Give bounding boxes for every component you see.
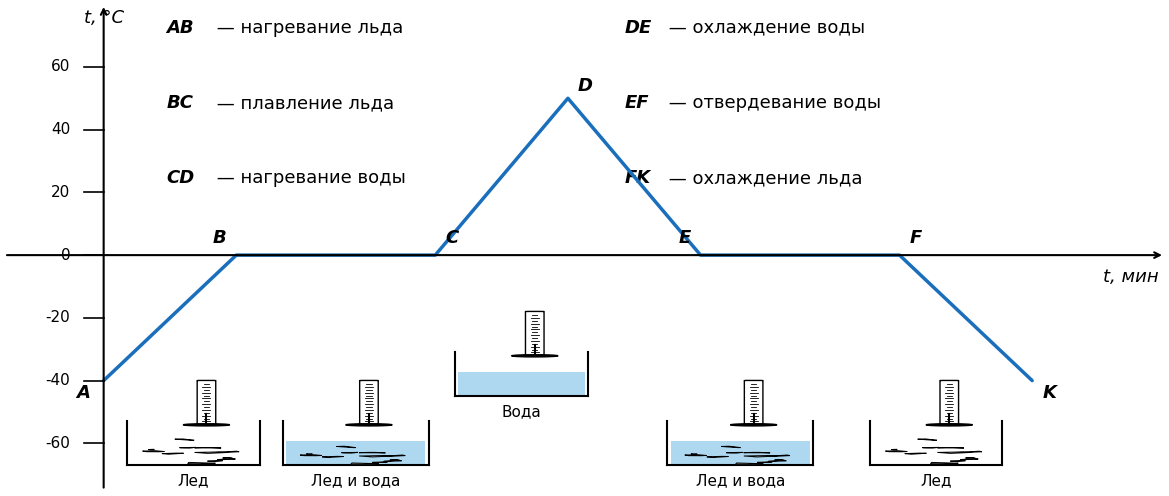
Text: C: C [445, 229, 458, 248]
Text: B: B [213, 229, 227, 248]
FancyBboxPatch shape [526, 311, 544, 356]
Polygon shape [905, 453, 926, 454]
Polygon shape [685, 455, 706, 456]
Polygon shape [175, 439, 194, 440]
Polygon shape [721, 446, 740, 447]
Polygon shape [162, 453, 184, 454]
Text: t, мин: t, мин [1102, 268, 1158, 286]
Polygon shape [341, 452, 358, 453]
Polygon shape [222, 457, 233, 458]
Text: — нагревание воды: — нагревание воды [210, 170, 406, 187]
Polygon shape [891, 449, 897, 450]
Bar [671, 441, 810, 465]
Text: — нагревание льда: — нагревание льда [210, 19, 403, 37]
Circle shape [512, 355, 558, 357]
Text: — отвердевание воды: — отвердевание воды [664, 94, 881, 112]
Text: DE: DE [625, 19, 652, 37]
Polygon shape [743, 455, 776, 457]
Text: Лед и вода: Лед и вода [696, 473, 786, 488]
Polygon shape [188, 462, 215, 464]
Polygon shape [389, 459, 400, 460]
Polygon shape [382, 455, 406, 456]
Polygon shape [768, 455, 790, 456]
Polygon shape [735, 463, 763, 464]
Text: Вода: Вода [502, 404, 541, 419]
Polygon shape [359, 455, 392, 457]
Text: AB: AB [167, 19, 194, 37]
Polygon shape [775, 459, 784, 460]
Text: CD: CD [167, 170, 195, 187]
Text: Лед и вода: Лед и вода [311, 473, 400, 488]
Polygon shape [922, 447, 939, 448]
Polygon shape [383, 460, 402, 461]
Polygon shape [194, 452, 227, 453]
Bar [286, 441, 426, 465]
Polygon shape [351, 463, 379, 464]
Polygon shape [148, 449, 154, 450]
Polygon shape [300, 455, 321, 456]
Circle shape [731, 424, 777, 426]
Polygon shape [966, 457, 975, 458]
Polygon shape [216, 451, 240, 452]
Polygon shape [323, 456, 344, 457]
Polygon shape [743, 452, 770, 453]
Polygon shape [938, 452, 970, 453]
Polygon shape [337, 446, 355, 447]
Polygon shape [359, 452, 386, 453]
Polygon shape [195, 447, 221, 448]
Text: F: F [909, 229, 921, 248]
Text: 20: 20 [51, 185, 70, 200]
Polygon shape [707, 456, 728, 457]
Text: -60: -60 [46, 436, 70, 451]
Polygon shape [938, 447, 964, 448]
Polygon shape [768, 460, 787, 461]
Polygon shape [180, 447, 196, 448]
Bar [458, 372, 584, 396]
Polygon shape [885, 451, 907, 452]
Polygon shape [217, 458, 235, 460]
Text: 60: 60 [51, 60, 70, 74]
Circle shape [346, 424, 392, 426]
FancyBboxPatch shape [198, 380, 216, 425]
Circle shape [926, 424, 973, 426]
FancyBboxPatch shape [745, 380, 763, 425]
Text: — охлаждение воды: — охлаждение воды [664, 19, 865, 37]
Text: -40: -40 [46, 373, 70, 388]
Text: E: E [678, 229, 691, 248]
Polygon shape [960, 451, 982, 452]
Text: EF: EF [625, 94, 650, 112]
Polygon shape [960, 458, 978, 460]
Polygon shape [918, 439, 936, 440]
Text: A: A [76, 384, 90, 402]
Text: -20: -20 [46, 310, 70, 325]
Text: FK: FK [625, 170, 651, 187]
Text: Лед: Лед [178, 473, 209, 488]
Polygon shape [143, 451, 165, 452]
FancyBboxPatch shape [940, 380, 959, 425]
Text: 0: 0 [61, 248, 70, 262]
FancyBboxPatch shape [360, 380, 379, 425]
Text: K: K [1042, 384, 1056, 402]
Text: — плавление льда: — плавление льда [210, 94, 394, 112]
Text: D: D [577, 77, 593, 95]
Circle shape [184, 424, 229, 426]
Polygon shape [931, 462, 959, 464]
Text: — охлаждение льда: — охлаждение льда [664, 170, 863, 187]
Text: BC: BC [167, 94, 194, 112]
Text: 40: 40 [51, 122, 70, 137]
Text: t, °C: t, °C [84, 9, 124, 27]
Polygon shape [726, 452, 742, 453]
Text: Лед: Лед [920, 473, 952, 488]
